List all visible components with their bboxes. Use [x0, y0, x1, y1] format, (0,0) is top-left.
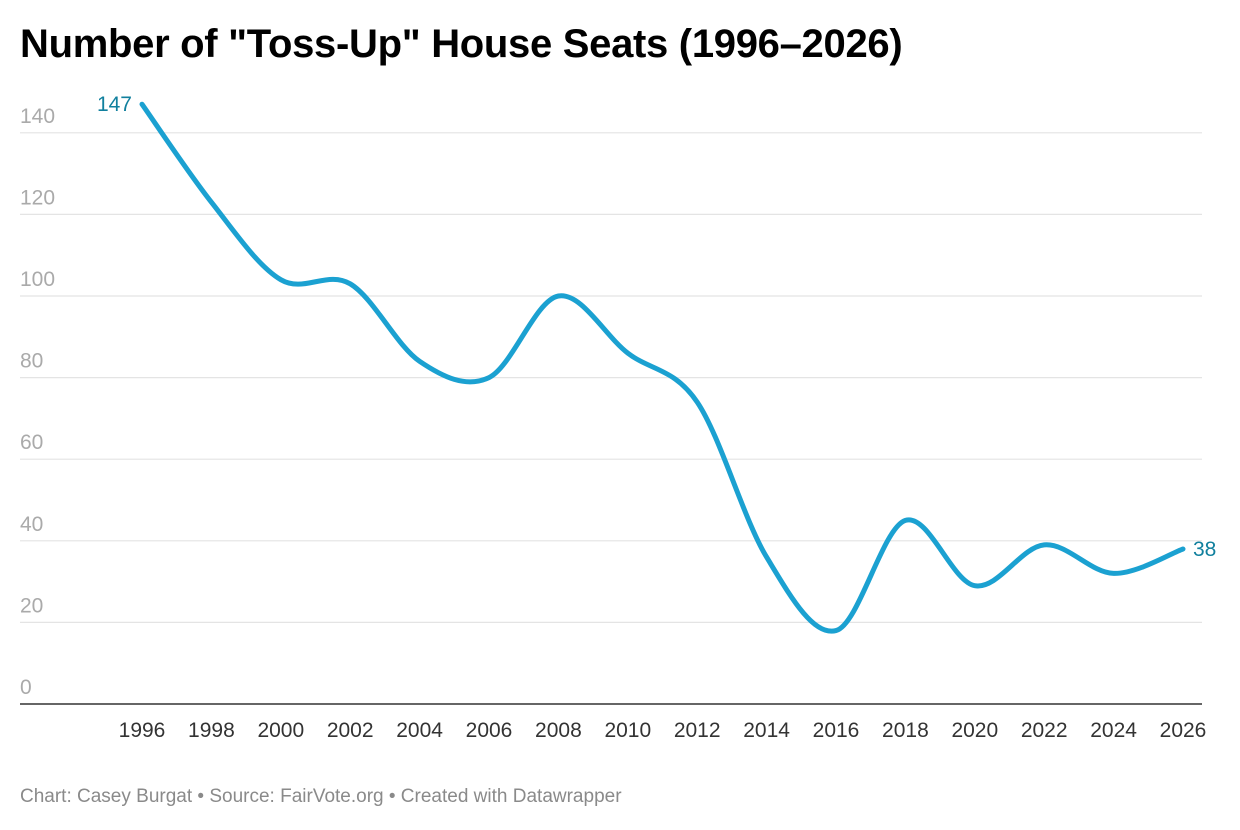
y-tick-label-40: 40 — [20, 513, 43, 536]
x-tick-label-2010: 2010 — [604, 719, 651, 742]
x-tick-label-2012: 2012 — [674, 719, 721, 742]
data-label-first: 147 — [97, 93, 132, 116]
x-tick-label-2016: 2016 — [813, 719, 860, 742]
x-tick-label-2006: 2006 — [466, 719, 513, 742]
y-axis-ticks: 0 20 40 60 80 100 120 140 — [20, 105, 55, 699]
y-tick-label-0: 0 — [20, 676, 32, 699]
y-tick-label-20: 20 — [20, 594, 43, 617]
x-tick-label-2026: 2026 — [1160, 719, 1207, 742]
chart-footer: Chart: Casey Burgat • Source: FairVote.o… — [20, 786, 622, 807]
x-tick-label-2020: 2020 — [951, 719, 998, 742]
x-tick-label-2018: 2018 — [882, 719, 929, 742]
y-tick-label-140: 140 — [20, 105, 55, 128]
x-tick-label-2000: 2000 — [257, 719, 304, 742]
gridlines — [20, 132, 1202, 705]
x-tick-label-1998: 1998 — [188, 719, 235, 742]
data-labels: 147 38 — [97, 93, 1216, 561]
x-tick-label-2022: 2022 — [1021, 719, 1068, 742]
x-tick-label-2024: 2024 — [1090, 719, 1137, 742]
x-tick-label-2014: 2014 — [743, 719, 790, 742]
series-layer — [139, 101, 1186, 634]
y-tick-label-60: 60 — [20, 431, 43, 454]
data-label-last: 38 — [1193, 538, 1216, 561]
series-line — [139, 101, 1186, 634]
x-axis-ticks: 1996 1998 2000 2002 2004 2006 2008 2010 2012 2014… — [119, 719, 1207, 742]
y-tick-label-100: 100 — [20, 268, 55, 291]
y-tick-label-120: 120 — [20, 186, 55, 209]
x-tick-label-2008: 2008 — [535, 719, 582, 742]
x-tick-label-1996: 1996 — [119, 719, 166, 742]
y-tick-label-80: 80 — [20, 350, 43, 373]
x-tick-label-2002: 2002 — [327, 719, 374, 742]
chart-title: Number of "Toss-Up" House Seats (1996–20… — [20, 22, 903, 66]
x-tick-label-2004: 2004 — [396, 719, 443, 742]
